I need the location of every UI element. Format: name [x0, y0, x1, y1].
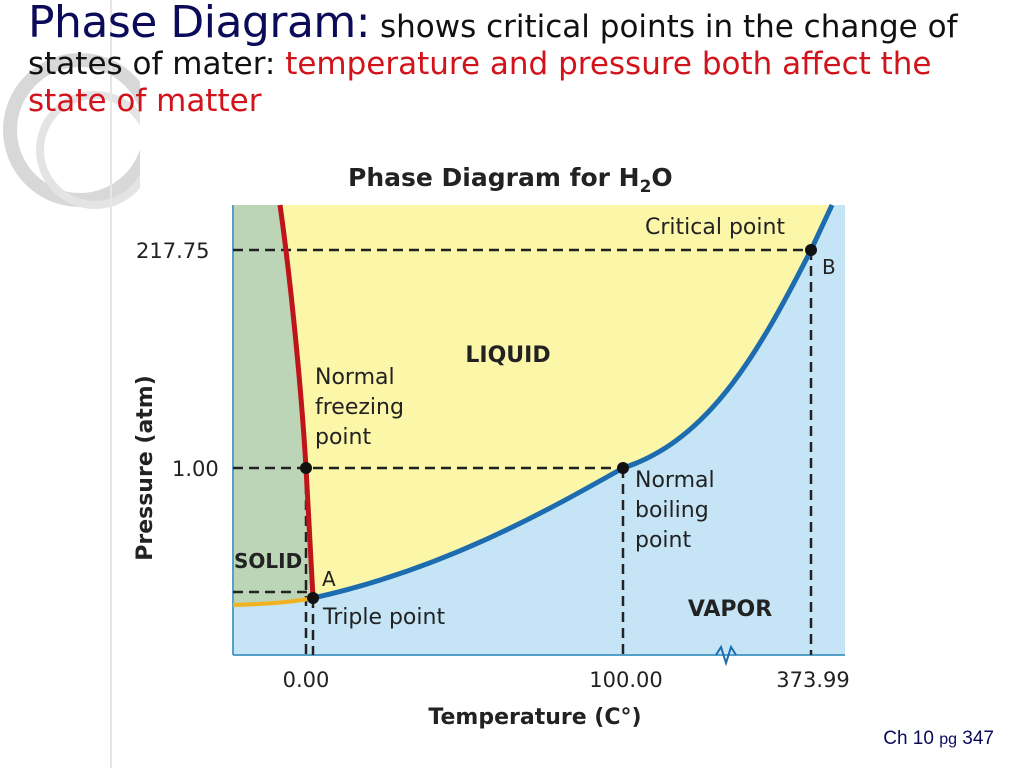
heading-highlight: temperature and pressure both affect the… [28, 46, 932, 119]
heading-subtitle: shows critical points in the change of s… [28, 9, 958, 82]
critical-point-letter: B [822, 255, 836, 279]
y-tick-critical: 217.75 [136, 239, 209, 263]
page-reference: Ch 10 pg 347 [883, 728, 994, 750]
x-tick-boiling: 100.00 [589, 668, 662, 692]
region-label-liquid: LIQUID [465, 343, 550, 368]
chapter-label: Ch 10 [883, 728, 940, 749]
triple-point-label: Triple point [322, 605, 445, 630]
normal-boiling-point-dot [617, 462, 629, 474]
phase-diagram: Phase Diagram for H2O 217.75 1.00 0.00 1… [133, 163, 850, 730]
decorative-rings [3, 53, 140, 209]
freezing-point-label-3: point [315, 425, 371, 450]
page-number: 347 [957, 728, 994, 749]
x-axis-label: Temperature (C°) [428, 705, 641, 730]
axis-break-mark [715, 644, 737, 667]
heading-title: Phase Diagram: [28, 0, 371, 48]
fusion-curve [277, 204, 316, 599]
triple-point-letter: A [322, 567, 336, 591]
liquid-region [280, 205, 832, 598]
x-tick-critical: 373.99 [776, 668, 849, 692]
critical-point-dot [805, 244, 817, 256]
freezing-point-label-2: freezing [315, 395, 404, 420]
page-abbrev: pg [939, 731, 958, 748]
triple-point-dot [307, 592, 319, 604]
x-tick-zero: 0.00 [283, 668, 330, 692]
boiling-point-label-1: Normal [635, 468, 715, 493]
diagram-title: Phase Diagram for H2O [348, 163, 673, 197]
y-tick-normal: 1.00 [172, 457, 219, 481]
slide-divider [110, 0, 112, 768]
critical-point-label: Critical point [645, 215, 785, 240]
boiling-point-label-2: boiling [635, 498, 709, 523]
y-axis-label: Pressure (atm) [133, 375, 158, 561]
region-label-vapor: VAPOR [688, 597, 772, 622]
normal-freezing-point-dot [300, 462, 312, 474]
freezing-point-label-1: Normal [315, 365, 395, 390]
boiling-point-label-3: point [635, 528, 691, 553]
region-label-solid: SOLID [234, 549, 302, 573]
slide-heading: Phase Diagram: shows critical points in … [28, 1, 1003, 120]
